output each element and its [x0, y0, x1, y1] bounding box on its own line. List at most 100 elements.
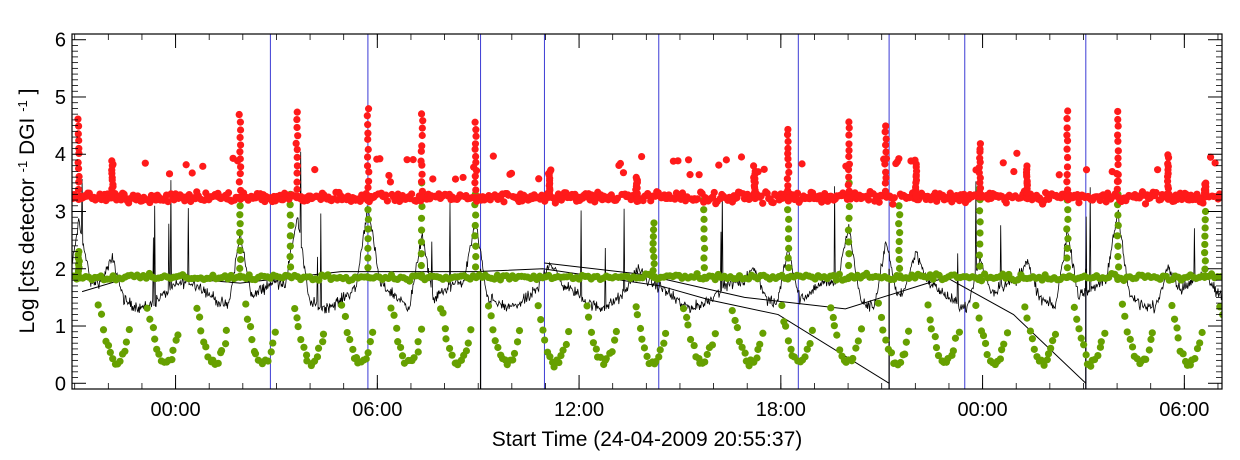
green-point — [364, 244, 372, 252]
green-point — [874, 299, 882, 307]
green-point — [656, 346, 664, 354]
red-point — [471, 179, 479, 187]
green-point — [741, 349, 749, 357]
green-point — [1051, 330, 1060, 338]
red-point — [1199, 199, 1207, 207]
green-point — [174, 331, 182, 339]
green-point — [398, 352, 407, 360]
green-point — [122, 338, 130, 346]
y-tick-label: 6 — [55, 30, 66, 52]
red-point — [1114, 147, 1122, 155]
green-point — [287, 221, 295, 230]
green-point — [784, 206, 792, 214]
green-point — [1114, 211, 1122, 219]
green-point — [895, 237, 903, 246]
green-point — [1064, 215, 1072, 223]
green-point — [612, 327, 620, 336]
green-point — [319, 330, 328, 338]
green-point — [269, 339, 277, 347]
green-point — [417, 226, 426, 234]
green-point — [845, 250, 853, 258]
red-point — [1064, 107, 1072, 115]
red-point — [507, 169, 516, 177]
red-point — [1114, 154, 1122, 162]
green-point — [195, 313, 204, 321]
red-point — [695, 171, 703, 179]
y-tick-label: 5 — [55, 87, 66, 109]
green-point — [491, 337, 499, 345]
y-axis-title-main: Log [cts detector — [16, 178, 39, 333]
red-point — [236, 193, 244, 202]
green-point — [369, 328, 377, 336]
green-point — [343, 328, 351, 337]
green-point — [650, 219, 658, 227]
green-point — [976, 218, 984, 226]
red-point — [294, 132, 302, 140]
green-point — [845, 214, 853, 222]
green-point — [808, 326, 816, 335]
red-point — [293, 185, 301, 194]
green-point — [1179, 350, 1187, 358]
green-point — [1148, 329, 1156, 337]
red-point — [1063, 115, 1071, 123]
green-point — [286, 242, 294, 250]
red-point — [674, 157, 682, 165]
red-point — [875, 198, 883, 206]
green-point — [236, 255, 245, 264]
green-point — [410, 354, 418, 362]
green-point — [649, 239, 657, 247]
green-point — [341, 312, 349, 321]
red-point — [911, 156, 919, 164]
red-point — [75, 149, 83, 158]
red-point — [293, 153, 301, 161]
green-point — [650, 273, 658, 281]
green-point — [236, 264, 244, 273]
green-point — [1075, 325, 1083, 333]
green-point — [976, 262, 984, 270]
green-point — [845, 202, 853, 211]
red-point — [1055, 171, 1063, 179]
green-point — [735, 337, 743, 346]
green-series-layer — [72, 179, 1222, 371]
green-point — [661, 329, 670, 338]
red-point — [403, 156, 411, 164]
green-point — [242, 300, 250, 308]
green-point — [364, 225, 372, 233]
green-point — [149, 324, 157, 332]
green-point — [684, 321, 692, 329]
green-point — [471, 263, 480, 271]
red-point — [845, 124, 853, 132]
green-point — [949, 347, 957, 355]
green-point — [472, 211, 480, 219]
green-point — [302, 351, 311, 359]
red-point — [976, 184, 985, 192]
red-point — [1113, 177, 1122, 186]
green-point — [1173, 324, 1181, 332]
green-point — [649, 246, 657, 254]
green-point — [97, 310, 106, 318]
green-point — [700, 244, 709, 252]
green-point — [897, 358, 905, 367]
green-point — [362, 355, 370, 363]
green-point — [1063, 225, 1071, 233]
red-point — [882, 174, 890, 182]
red-point — [471, 145, 479, 153]
green-point — [121, 347, 129, 355]
green-point — [833, 331, 841, 339]
green-point — [236, 220, 244, 228]
red-point — [199, 162, 207, 170]
red-point — [237, 163, 245, 171]
green-point — [1145, 346, 1153, 354]
red-point — [236, 170, 244, 178]
red-point — [882, 122, 890, 130]
red-point — [881, 128, 889, 136]
green-point — [976, 240, 984, 248]
green-point — [787, 345, 795, 353]
green-point — [294, 323, 302, 331]
green-point — [700, 225, 708, 233]
red-point — [74, 164, 83, 173]
green-point — [927, 325, 935, 333]
green-point — [1063, 273, 1072, 281]
red-point — [933, 197, 941, 205]
